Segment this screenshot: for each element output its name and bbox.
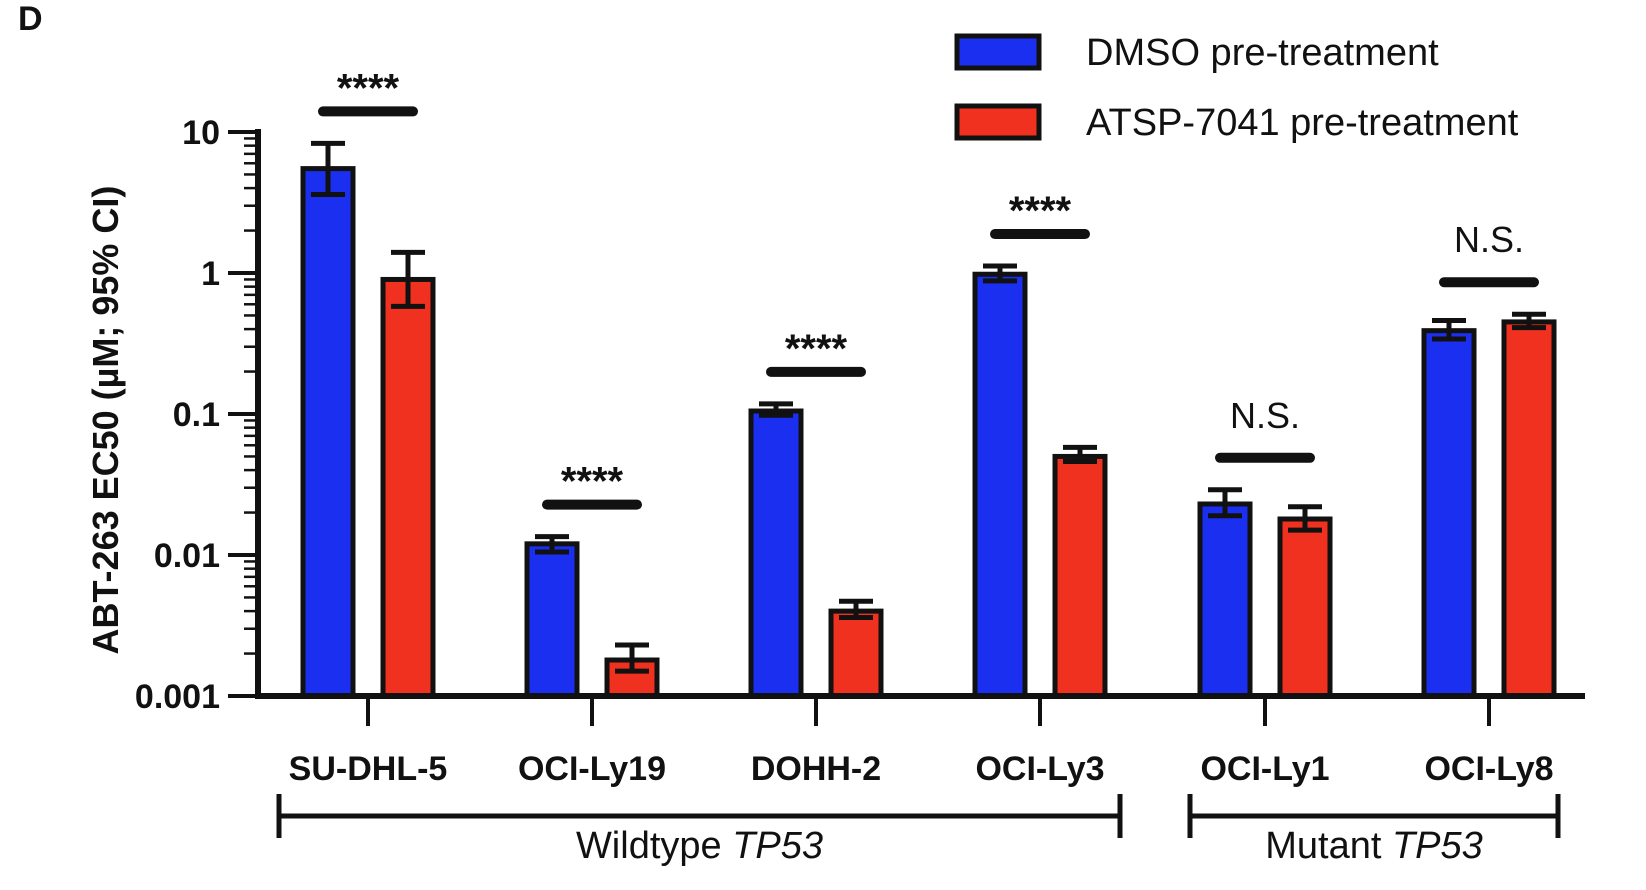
y-tick-label: 0.01	[154, 537, 220, 575]
y-axis-label: ABT-263 EC50 (µM; 95% CI)	[85, 186, 126, 655]
group-label-gene: TP53	[1392, 825, 1483, 867]
bar-dmso-oci-ly3	[972, 271, 1028, 699]
bar-dmso-oci-ly1	[1197, 501, 1253, 699]
legend-swatch-dmso	[954, 33, 1042, 71]
legend: DMSO pre-treatment ATSP-7041 pre-treatmen…	[954, 32, 1519, 144]
group-label-gene: TP53	[732, 825, 823, 867]
x-tick-label: OCI-Ly3	[975, 750, 1104, 788]
panel-letter: D	[18, 0, 43, 38]
x-tick-label: SU-DHL-5	[289, 750, 448, 788]
group-label: Mutant TP53	[1265, 825, 1483, 867]
bar-dmso-dohh-2	[748, 408, 804, 699]
bar-dmso-oci-ly8	[1421, 328, 1477, 699]
significance-annotations: **** **** **** **** N.S. N.S.	[318, 66, 1539, 510]
significance-label: ****	[1009, 189, 1072, 233]
significance-label: ****	[785, 327, 848, 371]
bar-dmso-oci-ly19	[524, 541, 580, 699]
y-tick-label: 0.1	[173, 396, 220, 434]
legend-label: DMSO pre-treatment	[1086, 32, 1439, 74]
bar-dmso-su-dhl-5	[300, 166, 356, 699]
group-brackets: Wildtype TP53 Mutant TP53	[276, 794, 1561, 867]
significance-label: N.S.	[1230, 395, 1300, 436]
significance-label: N.S.	[1454, 219, 1524, 260]
significance-label: ****	[561, 460, 624, 504]
group-label: Wildtype TP53	[576, 825, 823, 867]
bar-atsp-oci-ly1	[1277, 516, 1333, 699]
y-tick-label: 0.001	[135, 678, 220, 716]
bar-atsp-dohh-2	[828, 608, 884, 699]
legend-label: ATSP-7041 pre-treatment	[1086, 102, 1519, 144]
legend-swatch-atsp	[954, 103, 1042, 141]
x-tick-label: OCI-Ly19	[518, 750, 666, 788]
bar-atsp-oci-ly3	[1052, 453, 1108, 699]
bars	[300, 140, 1557, 699]
bar-atsp-su-dhl-5	[380, 276, 436, 699]
bar-atsp-oci-ly8	[1501, 319, 1557, 699]
significance-label: ****	[337, 66, 400, 110]
x-axis: SU-DHL-5 OCI-Ly19 DOHH-2 OCI-Ly3 OCI-Ly1 OCI-…	[255, 693, 1585, 788]
y-tick-label: 10	[182, 114, 220, 152]
y-axis: 0.001 0.01 0.1 1 10	[135, 114, 261, 716]
group-label-text: Mutant	[1265, 825, 1392, 867]
y-tick-label: 1	[201, 255, 220, 293]
group-label-text: Wildtype	[576, 825, 732, 867]
x-tick-label: OCI-Ly1	[1200, 750, 1329, 788]
x-tick-label: OCI-Ly8	[1424, 750, 1553, 788]
x-tick-label: DOHH-2	[751, 750, 881, 788]
